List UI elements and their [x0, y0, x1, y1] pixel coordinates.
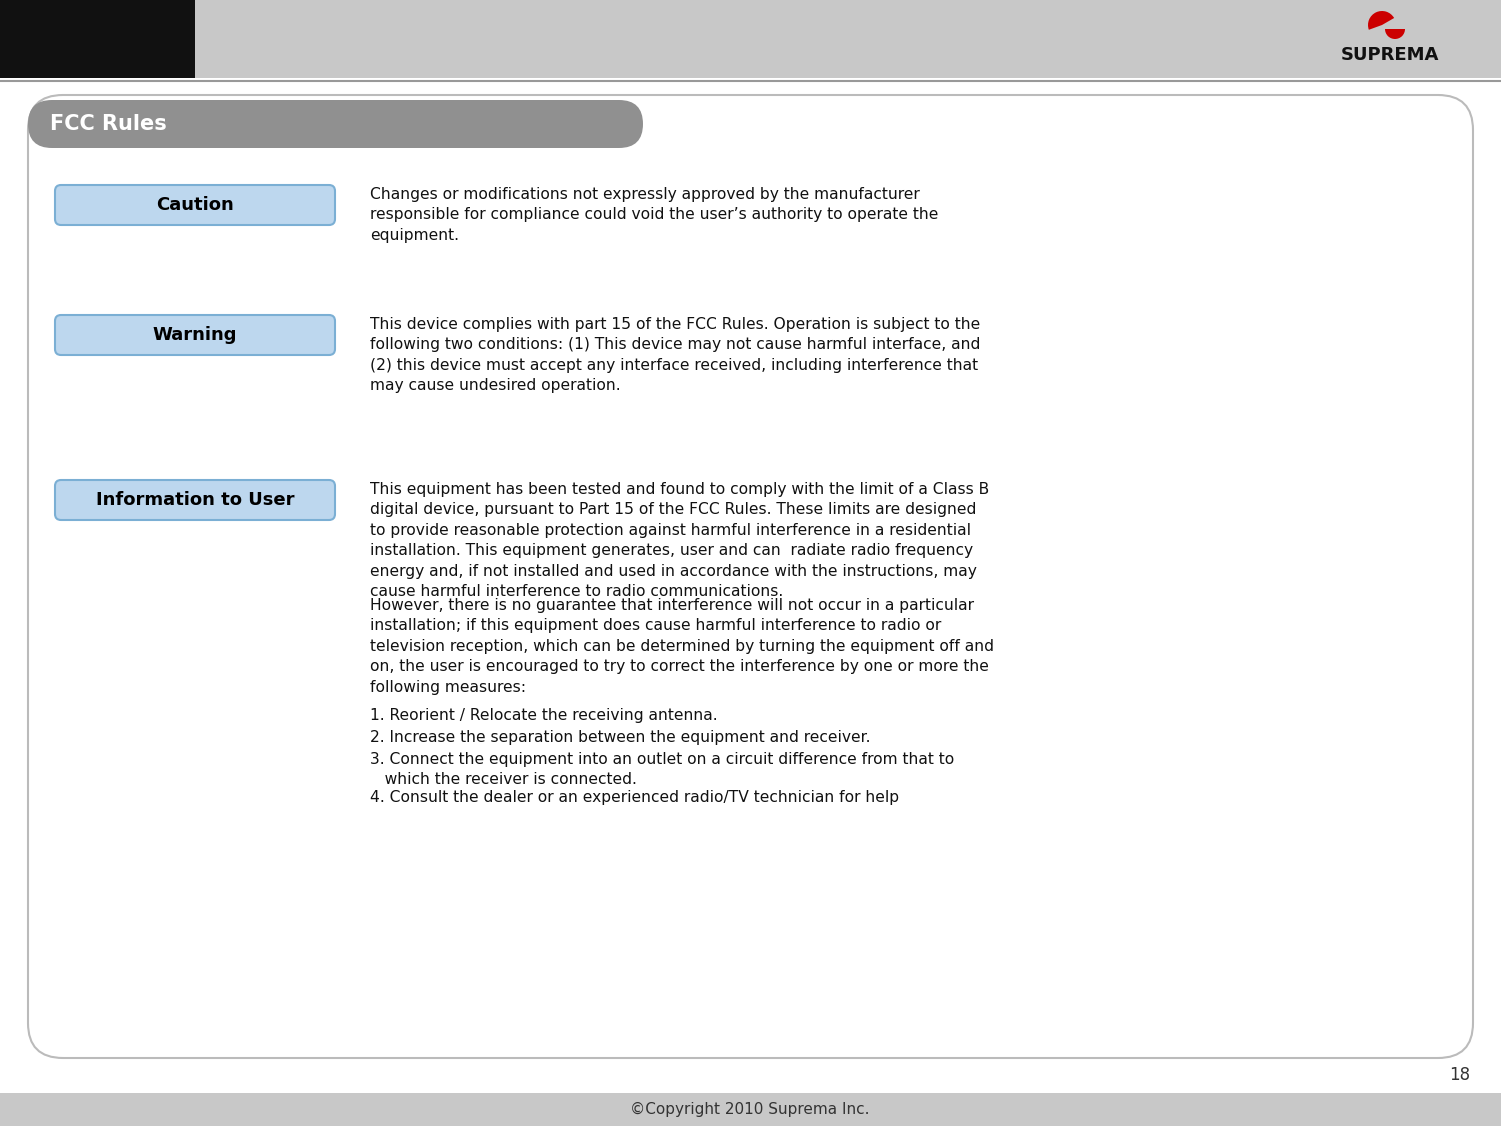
Text: FCC Rules: FCC Rules	[50, 114, 167, 134]
Text: 4. Consult the dealer or an experienced radio/TV technician for help: 4. Consult the dealer or an experienced …	[371, 790, 899, 805]
Bar	[0, 0, 1501, 78]
Wedge shape	[1367, 11, 1394, 29]
Bar	[0, 1093, 1501, 1126]
FancyBboxPatch shape	[56, 315, 335, 355]
Bar	[0, 0, 195, 78]
Text: 3. Connect the equipment into an outlet on a circuit difference from that to
   : 3. Connect the equipment into an outlet …	[371, 752, 955, 787]
FancyBboxPatch shape	[29, 100, 642, 148]
Text: Changes or modifications not expressly approved by the manufacturer
responsible : Changes or modifications not expressly a…	[371, 187, 938, 243]
Text: 18: 18	[1450, 1066, 1471, 1084]
Text: 1. Reorient / Relocate the receiving antenna.: 1. Reorient / Relocate the receiving ant…	[371, 708, 717, 723]
FancyBboxPatch shape	[29, 95, 1472, 1058]
FancyBboxPatch shape	[56, 185, 335, 225]
Text: Caution: Caution	[156, 196, 234, 214]
Text: Information to User: Information to User	[96, 491, 294, 509]
FancyBboxPatch shape	[56, 480, 335, 520]
Text: SUPREMA: SUPREMA	[1340, 46, 1439, 64]
Text: Warning: Warning	[153, 327, 237, 345]
Wedge shape	[1385, 29, 1405, 39]
Text: This equipment has been tested and found to comply with the limit of a Class B
d: This equipment has been tested and found…	[371, 482, 989, 599]
Text: This device complies with part 15 of the FCC Rules. Operation is subject to the
: This device complies with part 15 of the…	[371, 318, 980, 393]
Text: ©Copyright 2010 Suprema Inc.: ©Copyright 2010 Suprema Inc.	[630, 1102, 869, 1117]
Text: 2. Increase the separation between the equipment and receiver.: 2. Increase the separation between the e…	[371, 730, 871, 745]
Text: However, there is no guarantee that interference will not occur in a particular
: However, there is no guarantee that inte…	[371, 598, 994, 695]
